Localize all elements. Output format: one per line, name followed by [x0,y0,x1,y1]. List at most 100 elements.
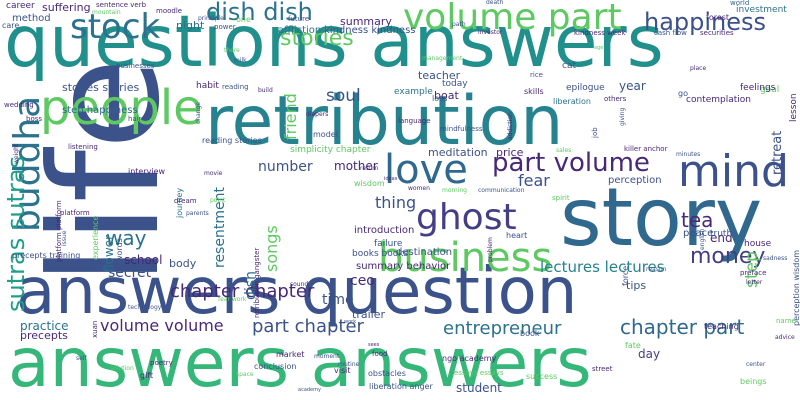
cloud-word: addiction [507,112,514,140]
cloud-word: point [210,197,226,204]
cloud-word: peace [683,228,714,239]
cloud-word: boss [26,115,43,123]
cloud-word: obstacles [368,369,406,378]
cloud-word: feelings [740,83,776,93]
cloud-word: kindness kindness [324,25,416,36]
cloud-word: sound [290,281,309,288]
cloud-word: business [378,235,553,281]
cloud-word: name [776,317,796,325]
cloud-word: summary [340,15,392,28]
cloud-word: routine [338,361,360,368]
cloud-word: school [124,253,163,267]
cloud-word: precepts training [12,251,81,260]
cloud-word: investment [736,5,787,15]
cloud-word: management [422,55,463,62]
cloud-word: tips [626,279,647,292]
cloud-word: visit [334,366,351,375]
cloud-word: language [398,117,431,125]
cloud-word: step happiness [62,105,138,116]
cloud-word: advice [775,334,795,341]
cloud-word: chapter part [620,315,745,339]
cloud-word: books books [352,249,409,259]
cloud-word: career [6,1,35,11]
cloud-word: work [344,319,357,325]
cloud-word: movie [204,170,223,177]
cloud-word: sales [556,147,572,154]
cloud-word: reason [646,266,667,273]
cloud-word: liberation [553,97,591,106]
cloud-word: price [496,146,524,159]
cloud-word: weight [13,143,20,164]
cloud-word: center [746,361,766,368]
cloud-word: lesson [789,93,799,122]
cloud-word: experience [91,215,100,260]
cloud-word: moment [314,353,340,360]
cloud-word: others [604,95,627,103]
cloud-word: sutras sutras [2,155,30,312]
cloud-word: entrepreneur [443,318,562,339]
cloud-word: precepts [20,329,68,342]
cloud-word: mindfulness [440,125,483,133]
cloud-word: principle [198,15,224,22]
cloud-word: story [560,171,763,264]
cloud-word: volume volume [100,316,224,335]
cloud-word: moodle [156,7,183,15]
cloud-word: meditation [428,146,488,159]
cloud-word: investor [478,29,503,36]
cloud-word: body [169,257,197,270]
cloud-word: securities [700,29,734,37]
cloud-word: retribution [205,82,564,161]
cloud-word: beings [740,377,767,386]
cloud-word: platform [60,209,90,217]
cloud-word: today [442,79,468,89]
cloud-word: heart [506,231,528,240]
cloud-word: liberation anger [369,382,433,391]
cloud-word: parents [186,210,209,217]
cloud-word: preface [740,269,767,277]
cloud-word: love [384,147,468,193]
cloud-word: volume part [403,0,622,38]
cloud-word: letter [746,279,763,286]
cloud-word: one [236,15,251,24]
cloud-word: cat [562,61,576,71]
cloud-word: sees [368,342,380,348]
cloud-word: year [619,79,646,93]
cloud-word: giving [619,107,626,126]
cloud-word: flower [102,234,116,272]
cloud-word: answers answers [8,324,592,400]
cloud-word: there [224,47,240,54]
cloud-word: ghost [416,197,517,238]
cloud-word: place [690,65,707,72]
cloud-word: method [12,13,51,24]
cloud-word: cash flow [654,29,687,37]
cloud-word: listening [68,143,98,151]
cloud-word: space [236,371,254,378]
cloud-word: fate [625,341,641,350]
cloud-word: model [313,130,338,139]
cloud-word: questions answers [4,0,664,83]
cloud-word: suffering [42,1,91,14]
cloud-word: teaching [704,322,739,331]
cloud-word: retreat [770,130,785,175]
cloud-word: power [214,23,236,31]
cloud-word: contemplation [686,95,751,105]
cloud-word: stories stories [62,81,140,94]
cloud-word: gift [140,371,154,380]
cloud-word: return [360,165,379,172]
cloud-word: dream [174,197,197,205]
cloud-word: teacher [418,69,461,82]
cloud-word: conclusion [254,362,297,371]
cloud-word: fear work [218,296,247,303]
cloud-word: affliction [278,25,322,36]
cloud-word: future [288,15,310,23]
cloud-word: solution [110,365,134,372]
cloud-word: spirit [552,194,570,202]
cloud-word: businesses [116,62,155,70]
cloud-word: death [486,0,504,6]
cloud-word: sentence verb [96,1,147,9]
cloud-word: kindness week [574,29,626,37]
cloud-word: number [258,159,313,175]
cloud-word: ideas [384,176,398,182]
cloud-word: sadness [763,255,788,262]
cloud-word: killer anchor [624,145,668,153]
